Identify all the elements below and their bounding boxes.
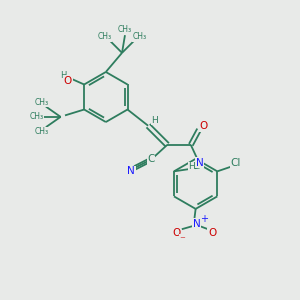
Text: C: C [147, 154, 155, 164]
Text: O: O [172, 228, 181, 238]
Text: CH₃: CH₃ [133, 32, 147, 41]
Text: N: N [196, 158, 203, 167]
Text: H: H [60, 70, 67, 80]
Text: O: O [64, 76, 72, 86]
Text: H: H [151, 116, 158, 125]
Text: +: + [200, 214, 208, 224]
Text: CH₃: CH₃ [34, 98, 49, 107]
Text: CH₃: CH₃ [118, 26, 132, 34]
Text: N: N [193, 219, 200, 229]
Text: CH₃: CH₃ [29, 112, 44, 122]
Text: H: H [188, 162, 195, 171]
Text: O: O [208, 228, 216, 238]
Text: Cl: Cl [230, 158, 241, 167]
Text: O: O [200, 121, 208, 131]
Text: CH₃: CH₃ [34, 127, 49, 136]
Text: N: N [128, 166, 135, 176]
Text: CH₃: CH₃ [97, 32, 111, 41]
Text: ⁻: ⁻ [179, 235, 185, 245]
